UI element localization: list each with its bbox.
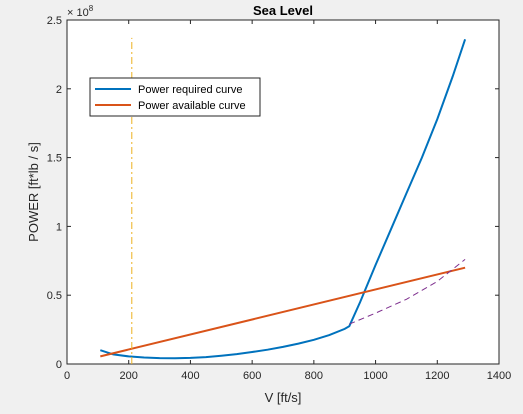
legend: Power required curve Power available curv… xyxy=(89,77,261,117)
series-line-power-available-curve xyxy=(100,266,466,358)
plot-area xyxy=(66,19,500,365)
x-tick-label: 800 xyxy=(305,370,323,382)
legend-label: Power required curve xyxy=(138,84,243,96)
chart-title: Sea Level xyxy=(253,3,313,18)
x-tick-label: 200 xyxy=(120,370,138,382)
x-tick-label: 400 xyxy=(181,370,199,382)
x-tick-label: 600 xyxy=(243,370,261,382)
series-line-power-required-curve xyxy=(99,38,467,360)
y-exponent-label: × 108 xyxy=(67,4,94,19)
x-tick-label: 1200 xyxy=(425,370,449,382)
series-line-unlabeled-2 xyxy=(349,259,466,325)
legend-label: Power available curve xyxy=(138,100,246,112)
y-tick-label: 1 xyxy=(56,221,62,233)
x-tick-label: 1000 xyxy=(363,370,387,382)
y-tick-label: 0.5 xyxy=(47,290,62,302)
x-tick-label: 1400 xyxy=(487,370,511,382)
y-tick-label: 0 xyxy=(56,359,62,371)
y-axis-label: POWER [ft*lb / s] xyxy=(26,142,41,242)
y-exponent-power: 8 xyxy=(89,4,94,13)
ticks-layer: 0 200 400 600 800 1000 1200 1400 0 0.5 1 1.5 2 2.5 xyxy=(47,15,512,382)
y-tick-label: 2.5 xyxy=(47,15,62,27)
y-tick-label: 1.5 xyxy=(47,153,62,165)
y-exponent-base: × 10 xyxy=(67,7,89,19)
x-tick-label: 0 xyxy=(64,370,70,382)
legend-box xyxy=(89,77,261,117)
x-axis-label: V [ft/s] xyxy=(265,390,302,405)
y-tick-label: 2 xyxy=(56,84,62,96)
